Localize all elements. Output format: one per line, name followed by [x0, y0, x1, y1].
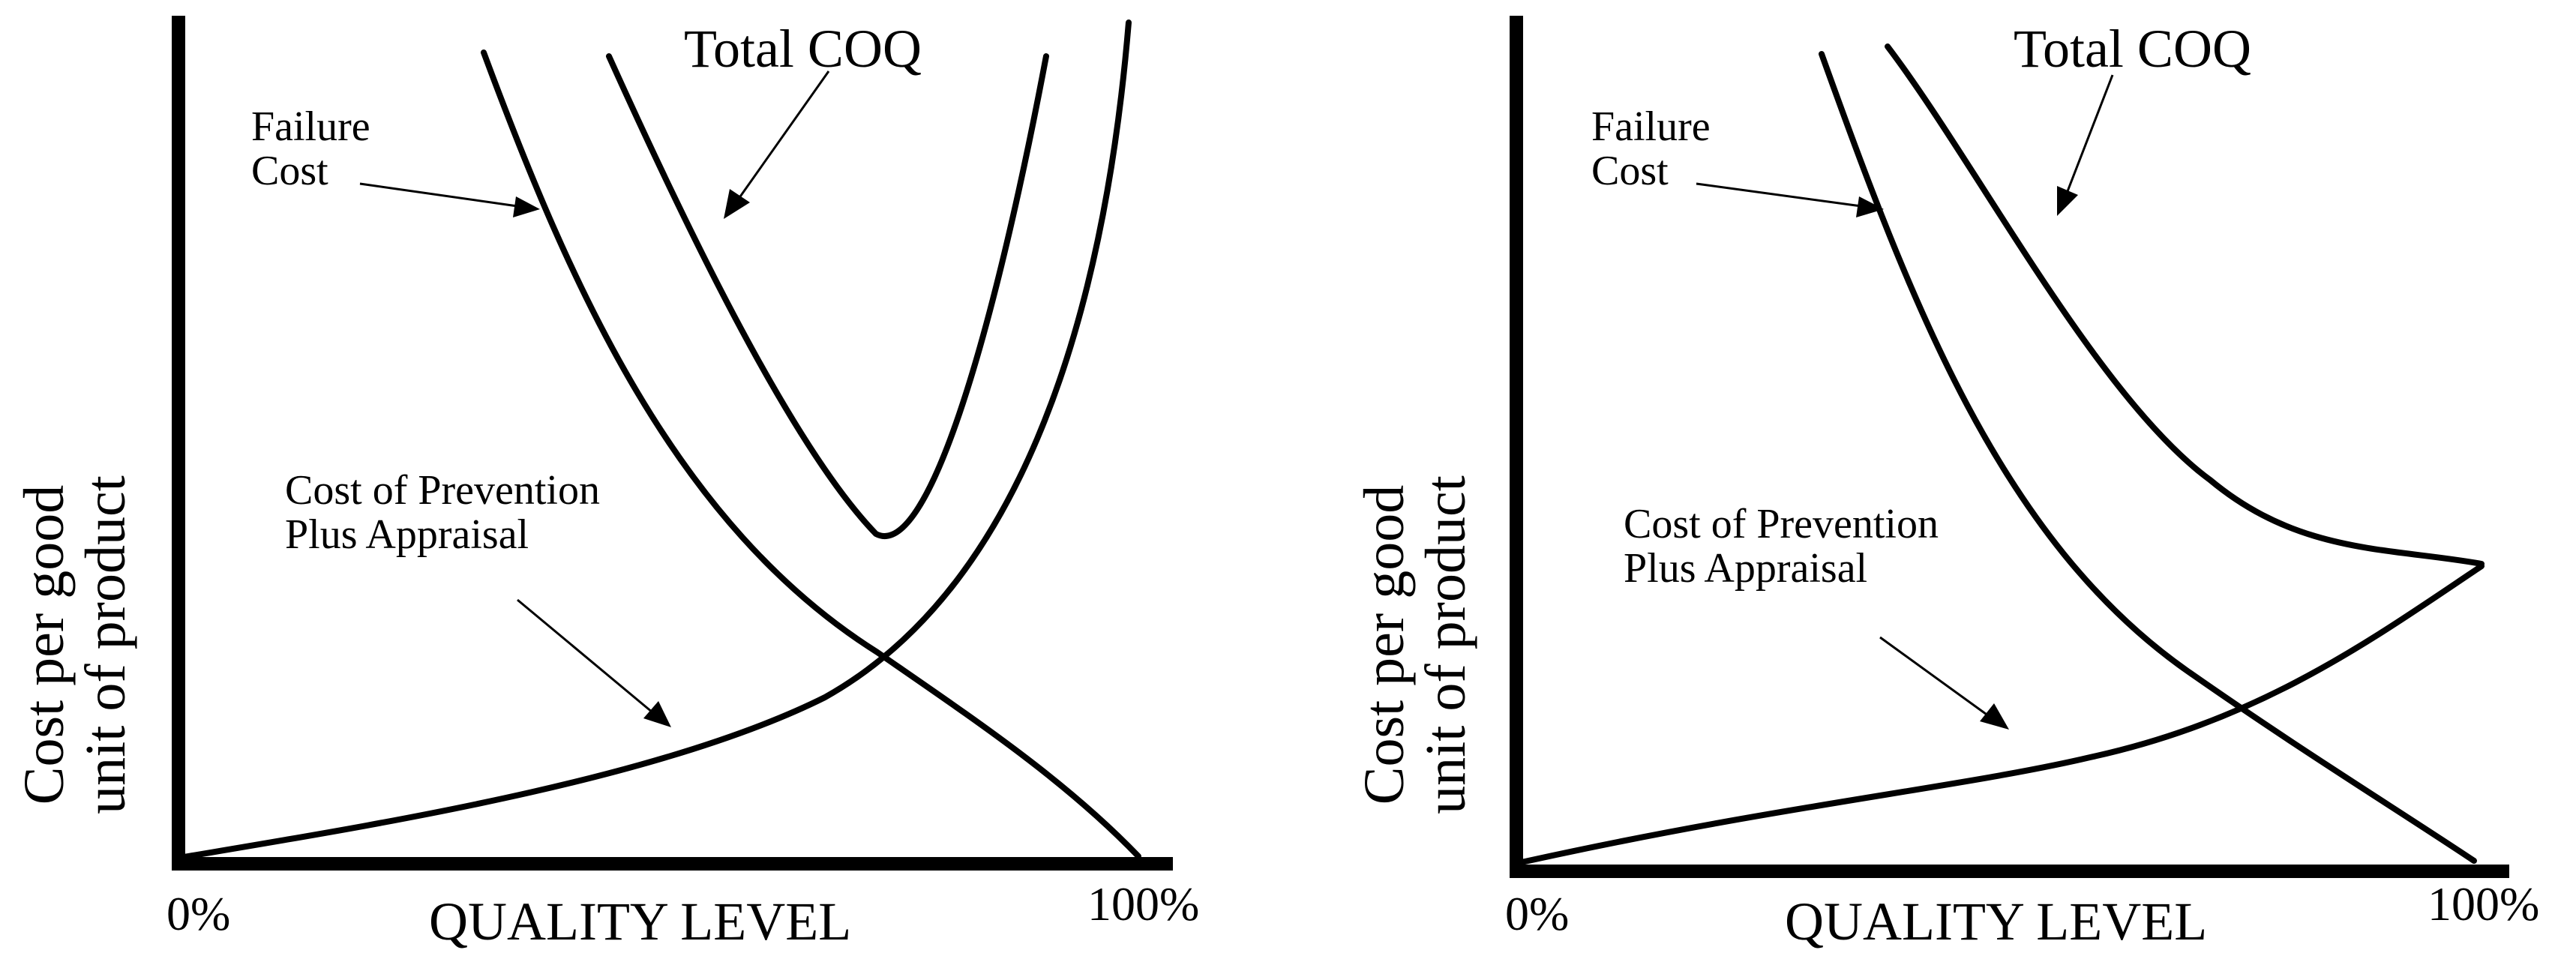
x-tick-end: 100% — [2428, 877, 2540, 931]
y-axis-label-line2: unit of product — [74, 475, 138, 814]
diagram-panel-right: Cost per good unit of product Total COQ … — [1288, 0, 2575, 974]
failure-cost-label-line2: Cost — [1591, 147, 1669, 194]
prevention-appraisal-label-line2: Plus Appraisal — [1624, 544, 1868, 592]
failure-cost-curve — [1819, 51, 2477, 864]
failure-cost-label: Failure Cost — [1591, 105, 1711, 193]
y-axis-label: Cost per good unit of product — [13, 360, 138, 930]
arrow-total-coq — [724, 70, 830, 219]
arrow-total-coq — [2057, 74, 2114, 216]
x-axis-label: QUALITY LEVEL — [1785, 892, 2208, 952]
arrow-failure-cost — [1696, 182, 1884, 217]
y-axis-label-line2: unit of product — [1414, 475, 1478, 814]
prevention-appraisal-curve — [1519, 563, 2485, 865]
y-axis-label-line1: Cost per good — [13, 484, 76, 805]
diagram-panel-left: Cost per good unit of product Total COQ … — [13, 16, 1200, 952]
y-axis-label: Cost per good unit of product — [1353, 360, 1478, 930]
prevention-appraisal-label-line1: Cost of Prevention — [285, 467, 600, 514]
prevention-appraisal-label-line1: Cost of Prevention — [1624, 501, 1939, 547]
total-coq-label: Total COQ — [2014, 19, 2251, 79]
arrow-failure-cost — [359, 182, 540, 217]
arrow-prevention-appraisal — [517, 598, 671, 727]
x-tick-start: 0% — [166, 887, 231, 940]
total-coq-curve — [1885, 43, 2485, 567]
failure-cost-curve — [481, 49, 1141, 859]
prevention-appraisal-label: Cost of Prevention Plus Appraisal — [285, 469, 600, 557]
x-tick-start: 0% — [1505, 887, 1570, 940]
diagram-right-svg — [1510, 16, 2509, 878]
total-coq-label: Total COQ — [684, 19, 922, 79]
x-axis-label: QUALITY LEVEL — [429, 892, 852, 952]
diagram-left-svg — [172, 16, 1173, 871]
x-tick-end: 100% — [1087, 877, 1200, 931]
prevention-appraisal-label-line2: Plus Appraisal — [285, 511, 529, 558]
arrow-prevention-appraisal — [1879, 636, 2009, 730]
total-coq-curve — [606, 53, 1049, 539]
failure-cost-label-line2: Cost — [251, 147, 328, 194]
failure-cost-label: Failure Cost — [251, 105, 370, 193]
y-axis-label-line1: Cost per good — [1353, 484, 1416, 805]
failure-cost-label-line1: Failure — [251, 103, 370, 150]
prevention-appraisal-curve — [181, 19, 1132, 860]
failure-cost-label-line1: Failure — [1591, 103, 1711, 150]
prevention-appraisal-label: Cost of Prevention Plus Appraisal — [1624, 502, 1939, 591]
